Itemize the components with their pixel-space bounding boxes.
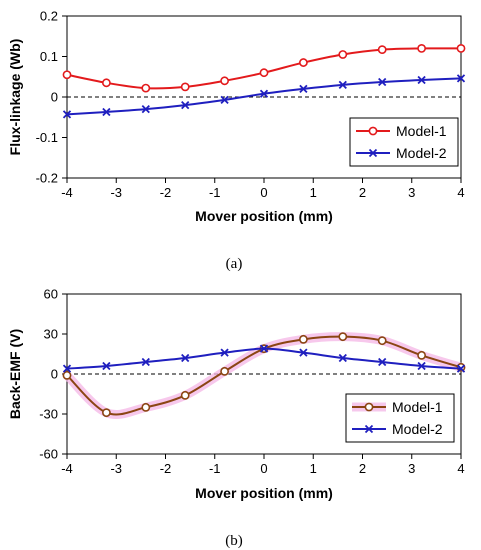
y-tick-label: 0 [51,90,58,105]
y-tick-label: 0 [51,367,58,382]
data-point [378,77,387,87]
y-tick-label: -30 [39,407,58,422]
y-axis-label: Back-EMF (V) [7,329,23,419]
data-point [298,58,308,67]
legend-marker [368,126,378,136]
y-axis-label: Flux-linkage (Wb) [7,39,23,156]
y-tick-label: 0.1 [40,49,58,64]
x-tick-label: -4 [61,185,73,200]
x-tick-label: 4 [457,185,464,200]
legend-marker [364,402,374,412]
x-tick-label: -4 [61,461,73,476]
x-tick-label: 1 [310,185,317,200]
x-tick-label: 2 [359,185,366,200]
data-point [259,68,269,78]
data-point [417,361,426,371]
data-point [377,45,387,55]
data-point [456,74,466,83]
data-point [299,348,308,357]
y-tick-label: 0.2 [40,9,58,24]
legend-marker [368,148,378,158]
figure-caption: (a) [226,256,243,272]
legend-label: Model-1 [396,123,447,139]
x-tick-label: 3 [408,461,415,476]
data-point [338,332,348,342]
data-point [102,361,111,371]
data-point [417,350,426,360]
data-point [141,402,151,412]
chart-a: -4 -3 -2 -1 0 1 2 3 4 -0.2 -0.1 0 0.1 0.2 Mover positi… [7,9,466,272]
x-tick-label: 0 [260,185,267,200]
x-axis-label: Mover position (mm) [195,208,333,224]
x-tick-label: -1 [209,185,221,200]
x-tick-label: -2 [160,461,172,476]
data-point [417,75,426,85]
x-tick-label: -1 [209,461,221,476]
data-point [141,105,150,114]
x-tick-label: 2 [359,461,366,476]
data-point [62,364,72,373]
data-point [259,344,269,353]
figure-caption: (b) [225,533,243,549]
data-point [338,353,347,363]
x-tick-label: -2 [160,185,172,200]
data-point [299,84,308,94]
legend-box [349,117,459,167]
x-tick-label: -3 [110,461,122,476]
data-point [141,357,150,367]
data-point [259,89,269,98]
data-point [62,370,72,380]
x-tick-label: 1 [310,461,317,476]
data-point [220,95,229,104]
data-point [298,334,308,344]
data-point [62,70,72,80]
data-point [220,76,229,86]
legend-marker [364,424,374,434]
x-tick-label: 0 [260,461,267,476]
y-tick-label: 30 [44,327,58,342]
data-point [181,100,190,110]
data-point [220,366,229,376]
legend-box [345,393,455,443]
x-tick-label: 3 [408,185,415,200]
data-point [180,82,190,92]
data-point [378,357,387,367]
data-point [417,44,426,53]
legend: Model-1 Model-2 [349,117,459,167]
y-tick-label: -60 [39,447,58,462]
x-axis-label: Mover position (mm) [195,485,333,501]
y-tick-label: 60 [44,287,58,302]
data-point [141,83,151,93]
data-point [102,78,111,88]
legend-label: Model-1 [392,399,443,415]
chart-b: -4 -3 -2 -1 0 1 2 3 4 -60 -30 0 30 60 Mover position (… [7,287,466,549]
x-tick-label: 4 [457,461,464,476]
data-point [62,110,72,119]
y-tick-label: -0.2 [36,171,58,186]
data-point [102,408,111,418]
data-point [102,107,111,117]
data-point [377,336,387,346]
data-point [181,353,190,363]
data-point [338,80,347,89]
legend: Model-1 Model-2 [345,393,455,443]
y-tick-label: -0.1 [36,130,58,145]
legend-label: Model-2 [396,145,447,161]
series-line-model-2 [66,77,462,116]
legend-label: Model-2 [392,421,443,437]
data-point [456,364,466,373]
data-point [338,50,348,59]
x-tick-label: -3 [110,185,122,200]
data-point [456,44,466,53]
data-point [220,348,229,357]
data-point [180,390,190,400]
